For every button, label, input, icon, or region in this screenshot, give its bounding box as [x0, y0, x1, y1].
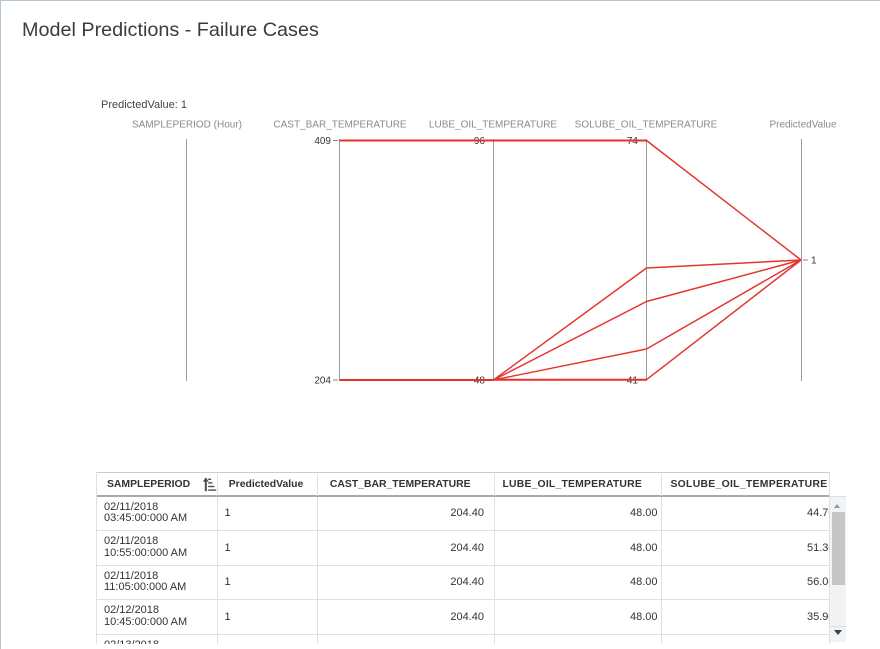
- svg-text:SAMPLEPERIOD (Hour): SAMPLEPERIOD (Hour): [132, 120, 242, 131]
- svg-text:CAST_BAR_TEMPERATURE: CAST_BAR_TEMPERATURE: [273, 120, 407, 131]
- svg-text:SOLUBE_OIL_TEMPERATURE: SOLUBE_OIL_TEMPERATURE: [575, 120, 718, 131]
- svg-text:PredictedValue: PredictedValue: [769, 120, 837, 131]
- svg-text:41: 41: [627, 376, 639, 387]
- svg-text:204: 204: [314, 376, 331, 387]
- svg-text:PredictedValue: 1: PredictedValue: 1: [101, 99, 187, 111]
- svg-text:1: 1: [811, 256, 817, 267]
- svg-text:LUBE_OIL_TEMPERATURE: LUBE_OIL_TEMPERATURE: [429, 120, 558, 131]
- svg-text:409: 409: [314, 136, 331, 147]
